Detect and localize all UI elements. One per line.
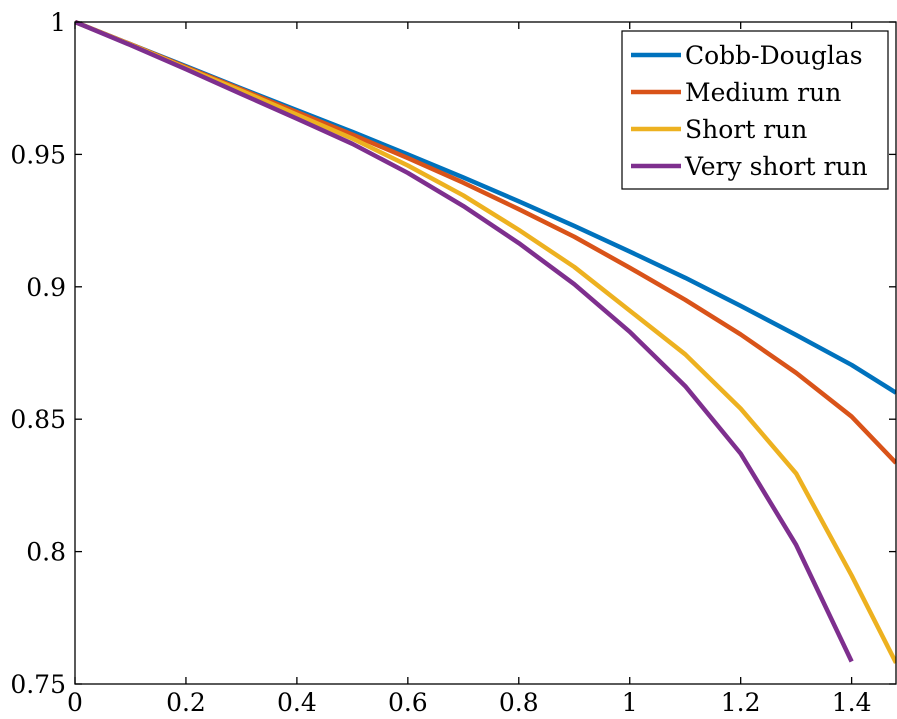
plot-frame [74,21,897,685]
x-tick-label: 0.8 [499,688,539,715]
x-tick-label: 0.2 [166,688,206,715]
x-tick-label: 1.2 [721,688,761,715]
y-tick-label: 0.85 [10,405,66,434]
x-tick-label: 1.4 [832,688,872,715]
legend-label: Medium run [685,78,841,107]
y-tick-label: 0.75 [10,670,66,699]
x-tick-label: 0.4 [277,688,317,715]
x-tick-label: 0 [67,688,83,715]
y-tick-label: 0.8 [26,538,66,567]
tick-layer: 0 0.2 0.4 0.6 0.8 1 1.2 1.4 0.75 0.8 0.85 0.9 0.95 1 [10,8,896,717]
legend-label: Short run [685,115,807,144]
legend: Cobb-Douglas Medium run Short run Very shor… [621,30,889,190]
series-layer [75,20,896,664]
series-line-very-short-run [75,20,854,663]
y-tick-label: 0.95 [10,140,66,169]
x-tick-label: 1 [622,688,638,715]
legend-label: Very short run [684,152,868,181]
x-tick-label: 0.6 [388,688,428,715]
legend-label: Cobb-Douglas [685,41,863,70]
legend-box [621,30,889,190]
y-tick-label: 1 [50,8,66,37]
y-tick-label: 0.9 [26,273,66,302]
